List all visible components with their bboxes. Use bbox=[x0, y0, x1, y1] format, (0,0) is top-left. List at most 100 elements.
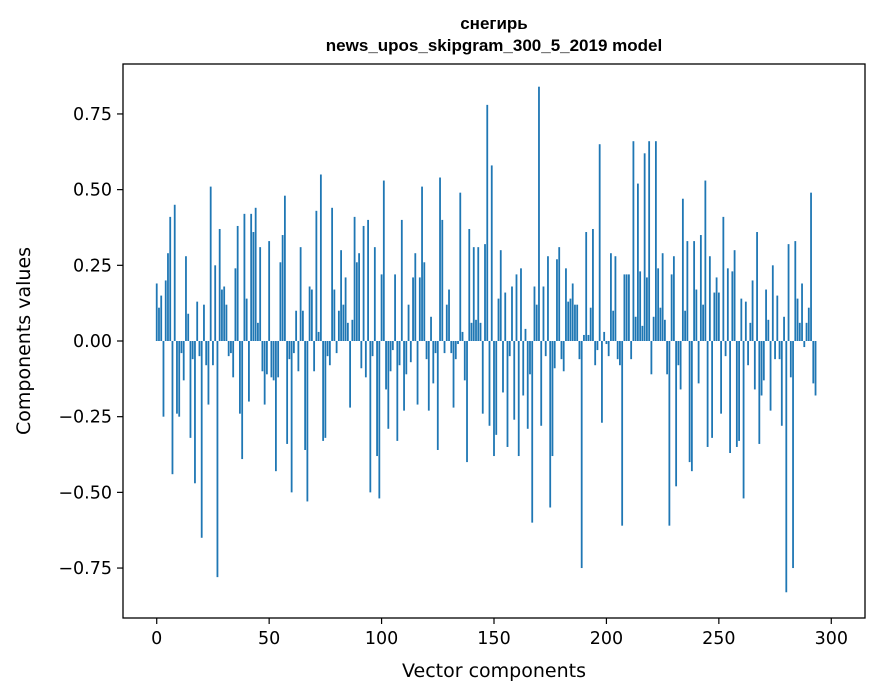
bar-125 bbox=[436, 341, 439, 450]
bar-119 bbox=[423, 262, 426, 341]
bar-117 bbox=[418, 277, 421, 341]
bar-64 bbox=[299, 247, 302, 341]
bar-180 bbox=[560, 341, 563, 360]
bar-228 bbox=[668, 341, 671, 526]
bar-19 bbox=[198, 341, 201, 357]
bar-249 bbox=[715, 277, 718, 341]
bar-166 bbox=[529, 341, 531, 375]
bar-129 bbox=[445, 304, 448, 341]
bar-133 bbox=[454, 341, 457, 360]
bar-134 bbox=[457, 341, 459, 345]
bar-238 bbox=[690, 341, 693, 472]
bar-17 bbox=[194, 341, 196, 484]
bar-184 bbox=[569, 298, 572, 341]
bar-110 bbox=[403, 341, 405, 411]
bar-178 bbox=[556, 259, 558, 341]
bar-237 bbox=[688, 341, 691, 463]
bar-16 bbox=[191, 341, 194, 360]
bar-15 bbox=[189, 341, 192, 438]
bar-185 bbox=[571, 283, 574, 341]
bar-190 bbox=[583, 334, 585, 341]
bar-179 bbox=[558, 247, 561, 341]
bar-29 bbox=[221, 289, 223, 341]
chart-title: снегирь bbox=[460, 14, 528, 33]
bars-group bbox=[155, 86, 817, 593]
bar-69 bbox=[310, 289, 313, 341]
bar-18 bbox=[196, 301, 199, 341]
bar-199 bbox=[603, 331, 606, 341]
bar-151 bbox=[495, 341, 498, 435]
bar-243 bbox=[702, 304, 705, 341]
bar-232 bbox=[677, 341, 680, 366]
bar-160 bbox=[515, 274, 518, 341]
bar-12 bbox=[182, 341, 185, 381]
bar-235 bbox=[684, 310, 687, 341]
bar-39 bbox=[243, 213, 246, 341]
bar-100 bbox=[380, 274, 383, 341]
bar-14 bbox=[187, 313, 190, 341]
bar-21 bbox=[203, 304, 205, 341]
bar-53 bbox=[275, 341, 277, 472]
bar-211 bbox=[630, 341, 633, 360]
bar-204 bbox=[614, 256, 617, 341]
bar-287 bbox=[801, 283, 803, 341]
bar-126 bbox=[439, 177, 441, 341]
bar-97 bbox=[373, 247, 376, 341]
bar-7 bbox=[171, 341, 174, 475]
bar-250 bbox=[717, 292, 720, 341]
bar-276 bbox=[776, 295, 779, 341]
bar-233 bbox=[679, 341, 682, 390]
bar-94 bbox=[367, 219, 369, 341]
bar-62 bbox=[295, 310, 298, 341]
bar-93 bbox=[364, 341, 367, 378]
bar-146 bbox=[484, 244, 486, 341]
x-tick-label-100: 100 bbox=[365, 629, 398, 649]
bar-107 bbox=[396, 341, 399, 441]
bar-78 bbox=[331, 207, 334, 341]
bar-158 bbox=[511, 286, 513, 341]
bar-63 bbox=[297, 341, 300, 372]
bar-68 bbox=[308, 286, 311, 341]
bar-231 bbox=[675, 341, 678, 487]
bar-76 bbox=[326, 341, 329, 357]
bar-111 bbox=[405, 341, 408, 375]
bar-201 bbox=[607, 341, 610, 357]
bar-55 bbox=[279, 262, 282, 341]
bar-168 bbox=[533, 286, 536, 341]
bar-60 bbox=[290, 341, 293, 493]
bar-42 bbox=[250, 213, 253, 341]
bar-124 bbox=[434, 341, 437, 354]
bar-177 bbox=[553, 341, 556, 369]
bar-150 bbox=[493, 341, 495, 457]
y-axis: −0.75 −0.50 −0.25 0.00 0.25 0.50 0.75 bbox=[58, 105, 123, 579]
bar-261 bbox=[742, 341, 745, 499]
bar-90 bbox=[358, 253, 360, 341]
bar-227 bbox=[666, 341, 669, 375]
bar-142 bbox=[475, 319, 477, 341]
bar-4 bbox=[164, 280, 167, 341]
bar-242 bbox=[699, 235, 702, 341]
bar-210 bbox=[628, 274, 630, 341]
bar-281 bbox=[787, 244, 790, 341]
bar-188 bbox=[578, 341, 581, 360]
bar-167 bbox=[531, 341, 534, 523]
bar-104 bbox=[389, 341, 392, 372]
bar-215 bbox=[639, 271, 642, 341]
bar-278 bbox=[780, 341, 783, 426]
bar-253 bbox=[724, 341, 727, 357]
bar-54 bbox=[277, 341, 280, 378]
bar-205 bbox=[616, 341, 619, 360]
bar-77 bbox=[328, 341, 331, 366]
bar-239 bbox=[693, 241, 696, 341]
bar-229 bbox=[670, 274, 673, 341]
bar-263 bbox=[747, 341, 749, 366]
bar-6 bbox=[169, 216, 172, 341]
bar-106 bbox=[394, 274, 396, 341]
bar-202 bbox=[610, 253, 612, 341]
bar-169 bbox=[535, 304, 538, 341]
bar-73 bbox=[319, 174, 322, 341]
bar-283 bbox=[792, 341, 794, 569]
bar-251 bbox=[720, 341, 722, 414]
bar-58 bbox=[286, 341, 289, 444]
